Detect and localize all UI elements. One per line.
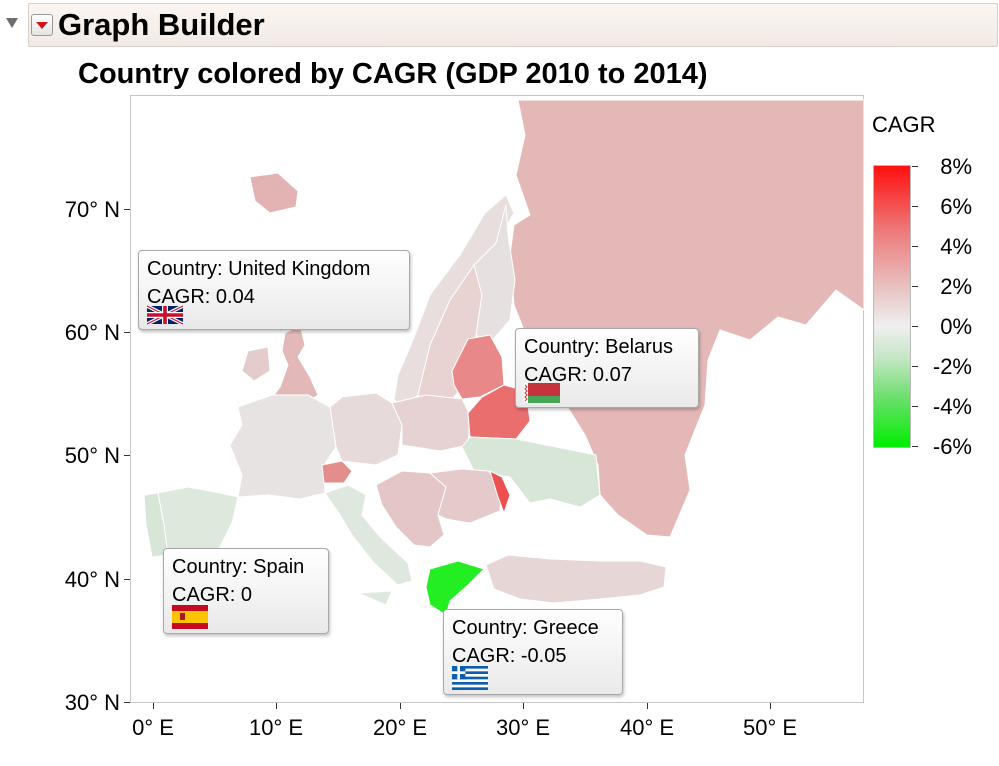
tooltip-country: Country: Belarus — [524, 336, 673, 358]
x-tick-mark — [276, 703, 277, 709]
legend-tick-mark — [912, 246, 918, 247]
y-tick-label: 30° N — [64, 690, 120, 715]
outline-header: Graph Builder — [0, 0, 999, 48]
legend-tick-mark — [912, 446, 918, 447]
region-italy[interactable] — [324, 484, 413, 606]
legend-label: 0% — [940, 314, 972, 339]
legend-gradient-bar — [873, 165, 911, 448]
region-ukraine[interactable] — [461, 436, 601, 508]
spain-flag-icon — [172, 605, 208, 629]
x-tick-label: 50° E — [742, 715, 798, 740]
belarus-flag-icon — [524, 383, 560, 403]
graph-title: Country colored by CAGR (GDP 2010 to 201… — [78, 58, 708, 90]
y-tick-mark — [124, 332, 130, 333]
y-tick-mark — [124, 702, 130, 703]
x-tick-label: 10° E — [248, 715, 304, 740]
y-tick-label: 60° N — [64, 320, 120, 345]
x-tick-label: 30° E — [495, 715, 551, 740]
tooltip-spain: Country: Spain CAGR: 0 — [163, 548, 329, 634]
x-tick-label: 20° E — [372, 715, 428, 740]
tooltip-cagr: CAGR: 0 — [172, 584, 253, 606]
region-iceland[interactable] — [249, 172, 299, 214]
legend-tick-mark — [912, 326, 918, 327]
y-tick-label: 70° N — [64, 197, 120, 222]
region-switzerland[interactable] — [321, 460, 353, 484]
region-balkans[interactable] — [375, 470, 447, 548]
y-tick-mark — [124, 455, 130, 456]
region-moldova[interactable] — [489, 470, 511, 514]
tooltip-country: Country: Spain — [172, 556, 305, 578]
x-tick-mark — [647, 703, 648, 709]
region-poland[interactable] — [391, 394, 471, 452]
legend-tick-mark — [912, 366, 918, 367]
x-tick-mark — [770, 703, 771, 709]
y-tick-label: 40° N — [64, 567, 120, 592]
outline-box — [28, 3, 998, 47]
red-triangle-menu-button[interactable] — [31, 14, 53, 36]
legend-title: CAGR — [872, 112, 936, 137]
x-tick-mark — [523, 703, 524, 709]
x-tick-mark — [153, 703, 154, 709]
x-tick-label: 40° E — [619, 715, 675, 740]
y-tick-mark — [124, 209, 130, 210]
region-france[interactable] — [229, 394, 337, 500]
tooltip-country: Country: United Kingdom — [147, 258, 371, 280]
region-uk[interactable] — [269, 324, 319, 406]
legend-tick-mark — [912, 166, 918, 167]
y-tick-mark — [124, 579, 130, 580]
tooltip-country: Country: Greece — [452, 617, 599, 639]
legend-tick-mark — [912, 286, 918, 287]
region-germany[interactable] — [329, 392, 403, 466]
region-ireland[interactable] — [241, 346, 271, 382]
greece-flag-icon — [452, 666, 488, 690]
red-triangle-icon — [36, 22, 48, 29]
region-finland[interactable] — [473, 204, 516, 344]
region-romania[interactable] — [429, 468, 503, 524]
uk-flag-icon — [147, 305, 183, 325]
disclosure-triangle-icon[interactable] — [6, 18, 18, 28]
outline-title: Graph Builder — [58, 7, 265, 42]
tooltip-greece: Country: Greece CAGR: -0.05 — [443, 609, 623, 695]
tooltip-cagr: CAGR: -0.05 — [452, 645, 567, 667]
legend-label: 2% — [940, 274, 972, 299]
legend-tick-mark — [912, 206, 918, 207]
y-tick-label: 50° N — [64, 443, 120, 468]
x-tick-mark — [400, 703, 401, 709]
region-turkey[interactable] — [485, 554, 667, 604]
x-tick-label: 0° E — [132, 715, 174, 740]
tooltip-united-kingdom: Country: United Kingdom CAGR: 0.04 — [138, 250, 410, 330]
legend-tick-mark — [912, 406, 918, 407]
tooltip-cagr: CAGR: 0.07 — [524, 364, 632, 386]
legend-label: -2% — [932, 354, 972, 379]
tooltip-belarus: Country: Belarus CAGR: 0.07 — [515, 328, 699, 408]
legend-label: 8% — [940, 154, 972, 179]
tooltip-cagr: CAGR: 0.04 — [147, 286, 255, 308]
legend-label: -6% — [932, 434, 972, 459]
map-canvas — [143, 99, 864, 624]
legend-label: 4% — [940, 234, 972, 259]
legend-label: -4% — [932, 394, 972, 419]
legend-label: 6% — [940, 194, 972, 219]
